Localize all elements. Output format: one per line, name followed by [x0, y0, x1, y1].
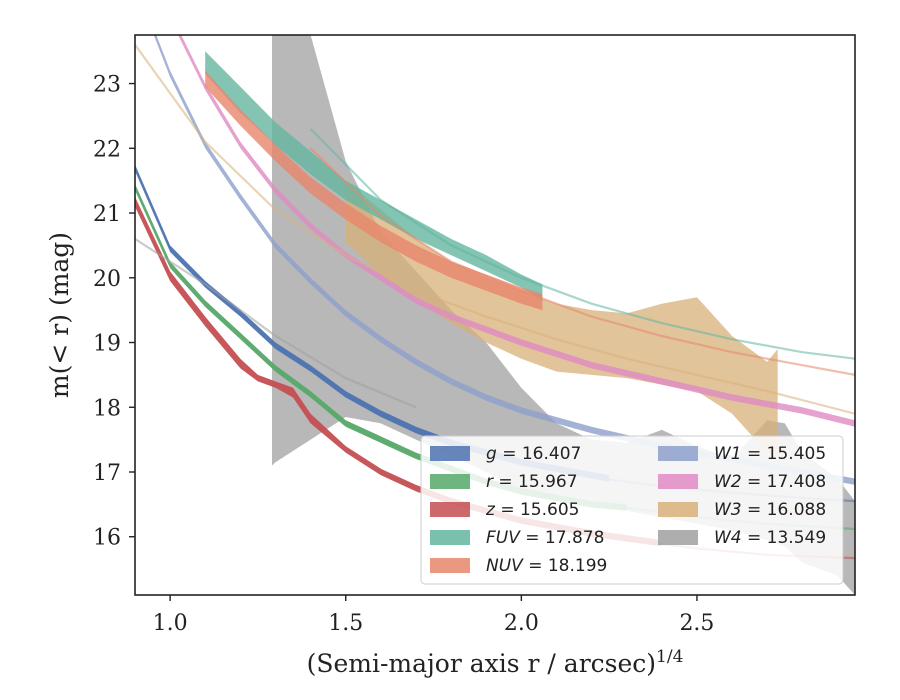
legend-label-w3: W3 = 16.088 — [714, 500, 826, 520]
y-tick-label: 20 — [93, 267, 121, 292]
x-tick-label: 1.0 — [153, 611, 188, 636]
fit-lines — [135, 44, 855, 560]
x-tick-label: 1.5 — [328, 611, 363, 636]
y-tick-label: 21 — [93, 202, 121, 227]
legend-swatch-w1 — [658, 446, 698, 461]
fit-line-nuv — [309, 147, 855, 376]
legend-label-r: r = 15.967 — [486, 472, 578, 492]
legend-swatch-r — [430, 474, 470, 489]
legend-frame — [420, 435, 844, 585]
legend-swatch-w2 — [658, 474, 698, 489]
legend-swatch-g — [430, 446, 470, 461]
legend-label-z: z = 15.605 — [485, 500, 579, 520]
plot-frame — [134, 34, 856, 596]
x-axis-label: (Semi-major axis r / arcsec)1/4 — [307, 647, 684, 678]
legend-swatch-w3 — [658, 502, 698, 517]
legend-swatch-nuv — [430, 558, 470, 573]
legend-label-w2: W2 = 17.408 — [714, 472, 826, 492]
fit-line-fuv — [309, 128, 855, 360]
y-axis-ticks: 16 17 18 19 20 21 22 23 — [93, 73, 135, 551]
band-w2 — [178, 35, 855, 427]
y-tick-label: 16 — [93, 526, 121, 551]
y-tick-label: 22 — [93, 137, 121, 162]
y-tick-label: 17 — [93, 461, 121, 486]
y-tick-label: 18 — [93, 396, 121, 421]
legend-label-fuv: FUV = 17.878 — [486, 528, 604, 548]
y-axis-label: m(< r) (mag) — [45, 232, 74, 398]
band-w3 — [345, 180, 778, 456]
band-fuv — [205, 51, 543, 301]
legend-label-g: g = 16.407 — [486, 444, 581, 464]
legend-label-w4: W4 = 13.549 — [714, 528, 826, 548]
legend-swatch-z — [430, 502, 470, 517]
x-tick-label: 2.0 — [504, 611, 539, 636]
legend-swatch-fuv — [430, 530, 470, 545]
legend-label-w1: W1 = 15.405 — [714, 444, 826, 464]
y-tick-label: 23 — [93, 73, 121, 98]
y-tick-label: 19 — [93, 332, 121, 357]
legend: g = 16.407 r = 15.967 z = 15.605 FUV = 17.8… — [420, 435, 844, 585]
fit-line-w4 — [135, 237, 417, 409]
x-axis-ticks: 1.0 1.5 2.0 2.5 — [153, 595, 714, 636]
fit-line-w3 — [135, 44, 855, 415]
legend-swatch-w4 — [658, 530, 698, 545]
x-tick-label: 2.5 — [679, 611, 714, 636]
legend-label-nuv: NUV = 18.199 — [486, 556, 607, 576]
